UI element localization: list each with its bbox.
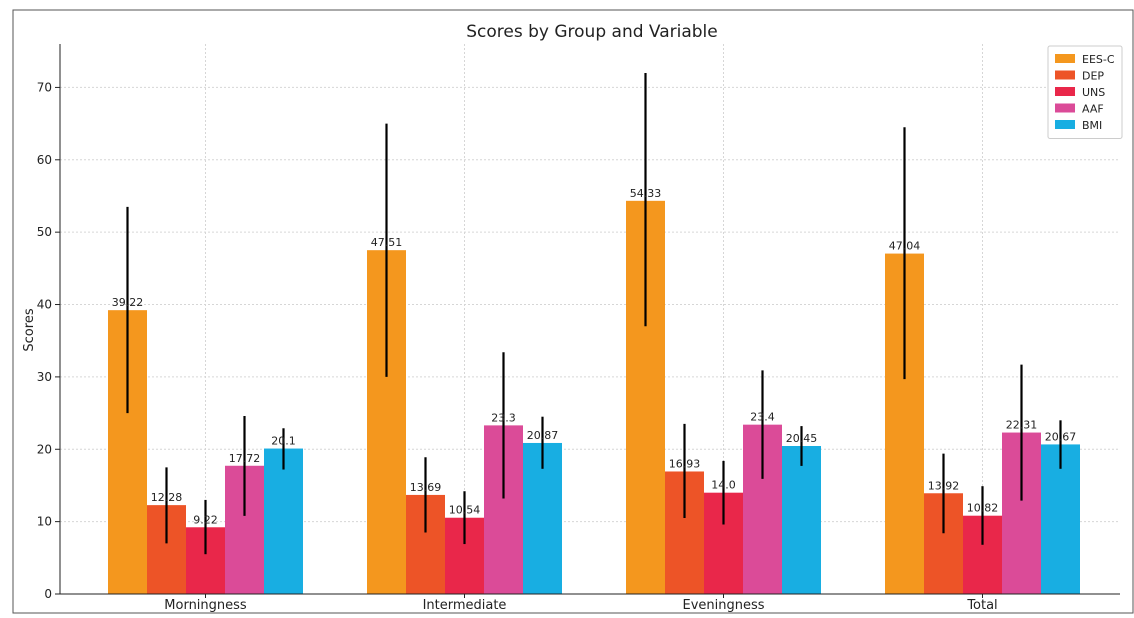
bar-value-label: 10.54 xyxy=(449,504,481,517)
legend-label: AAF xyxy=(1082,103,1104,116)
bar-value-labels: 39.22 47.51 54.33 47.04 12.28 13.69 16.93 13.92… xyxy=(112,187,1077,526)
bar-value-label: 23.4 xyxy=(750,411,775,424)
chart-title: Scores by Group and Variable xyxy=(466,22,718,42)
bar-value-label: 54.33 xyxy=(630,187,662,200)
y-tick-label: 0 xyxy=(44,587,52,601)
bar-value-label: 13.69 xyxy=(410,481,442,494)
y-tick-label: 30 xyxy=(37,370,52,384)
y-tick-label: 20 xyxy=(37,442,52,456)
legend-swatch xyxy=(1055,54,1075,63)
y-tick-label: 50 xyxy=(37,225,52,239)
bars xyxy=(108,200,1080,595)
legend-box xyxy=(1047,45,1123,139)
bar-value-label: 16.93 xyxy=(669,457,701,470)
bar-value-label: 20.67 xyxy=(1045,430,1077,443)
x-tick-label: Total xyxy=(966,598,997,613)
bar-value-label: 22.31 xyxy=(1006,419,1038,432)
bar-value-label: 47.51 xyxy=(371,236,403,249)
bar xyxy=(264,448,303,594)
bar-value-label: 12.28 xyxy=(151,491,183,504)
legend: EES-C DEP UNS AAF BMI xyxy=(1047,45,1123,139)
y-tick-label: 40 xyxy=(37,298,52,312)
bar-value-label: 10.82 xyxy=(967,502,999,515)
legend-swatch xyxy=(1055,120,1075,129)
legend-label: EES-C xyxy=(1082,53,1115,66)
axes: 0 10 20 30 40 50 60 70 Morningness Intermediate Ev… xyxy=(37,44,1120,613)
bar-value-label: 14.0 xyxy=(711,479,736,492)
bar-value-label: 20.1 xyxy=(271,435,296,448)
bar-value-label: 9.22 xyxy=(193,513,218,526)
bar-value-label: 23.3 xyxy=(491,411,516,424)
legend-swatch xyxy=(1055,103,1075,113)
x-tick-label: Intermediate xyxy=(423,598,507,613)
y-tick-label: 70 xyxy=(37,80,52,94)
bar-value-label: 47.04 xyxy=(889,240,921,253)
y-axis-label: Scores xyxy=(22,308,37,351)
y-tick-label: 10 xyxy=(37,515,52,529)
legend-label: BMI xyxy=(1082,119,1102,132)
legend-label: DEP xyxy=(1082,70,1104,83)
y-tick-label: 60 xyxy=(37,153,52,167)
bar-value-label: 17.72 xyxy=(229,452,261,465)
bar xyxy=(1041,444,1080,594)
legend-swatch xyxy=(1055,87,1075,96)
x-tick-label: Morningness xyxy=(164,598,247,613)
bar-value-label: 13.92 xyxy=(928,479,960,492)
error-bars xyxy=(126,72,1062,555)
legend-swatch xyxy=(1055,70,1075,80)
bar xyxy=(782,446,821,594)
bar-value-label: 20.87 xyxy=(527,429,559,442)
bar-value-label: 20.45 xyxy=(786,432,818,445)
bar-value-label: 39.22 xyxy=(112,296,144,309)
x-tick-label: Eveningness xyxy=(682,598,764,613)
legend-label: UNS xyxy=(1082,86,1105,99)
